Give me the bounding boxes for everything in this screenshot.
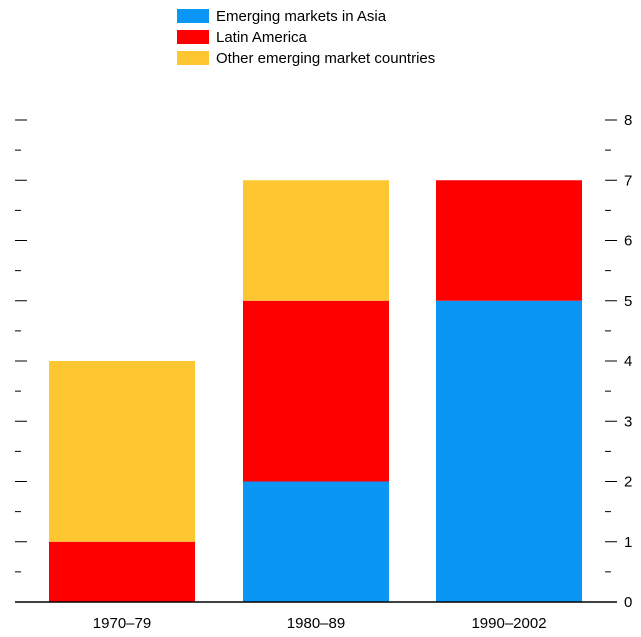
legend-label-0: Emerging markets in Asia [216,8,387,25]
bar-1-1 [243,300,389,482]
bar-1-0 [243,481,389,602]
legend-swatch-0 [177,9,209,23]
y-tick-label-8: 8 [624,112,632,129]
y-tick-label-2: 2 [624,474,632,491]
left-ticks [15,119,27,573]
y-tick-label-1: 1 [624,534,632,551]
category-label-0: 1970–79 [93,615,151,632]
bar-2-0 [436,300,582,602]
right-axis: 0 1 2 3 4 5 6 7 8 [605,112,632,611]
y-tick-label-6: 6 [624,233,632,250]
y-tick-label-0: 0 [624,594,632,611]
y-tick-label-4: 4 [624,353,632,370]
legend-swatch-2 [177,51,209,65]
legend: Emerging markets in Asia Latin America Oth… [177,8,435,67]
bars [49,180,582,602]
y-tick-label-5: 5 [624,293,632,310]
legend-label-2: Other emerging market countries [216,50,435,67]
y-tick-label-7: 7 [624,172,632,189]
bar-1-2 [243,180,389,301]
bar-2-1 [436,180,582,301]
category-label-1: 1980–89 [287,615,345,632]
y-tick-label-3: 3 [624,413,632,430]
legend-swatch-1 [177,30,209,44]
bar-0-2 [49,361,195,542]
category-labels: 1970–79 1980–89 1990–2002 [93,615,547,632]
bar-0-1 [49,541,195,602]
legend-label-1: Latin America [216,29,308,46]
category-label-2: 1990–2002 [471,615,546,632]
